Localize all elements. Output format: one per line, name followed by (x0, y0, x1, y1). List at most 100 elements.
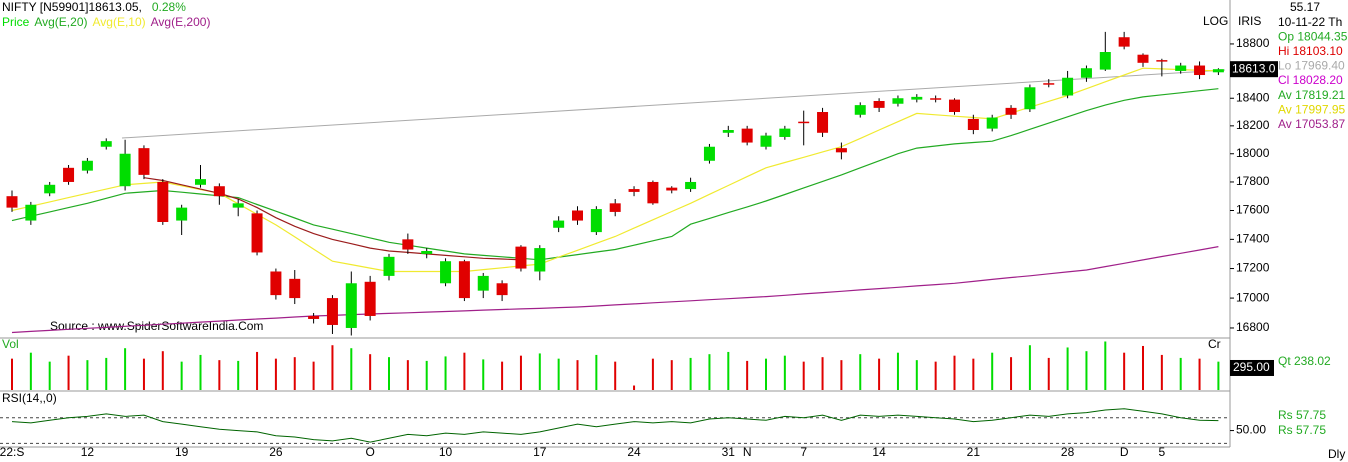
volume-bar (142, 358, 145, 390)
volume-bar (1160, 354, 1163, 390)
volume-bar (670, 360, 673, 390)
candle-body (911, 96, 923, 100)
candle-body (1043, 83, 1055, 85)
volume-bar (501, 361, 504, 390)
volume-bar (1066, 347, 1069, 390)
candle-body (496, 283, 508, 296)
candle-body (609, 203, 621, 212)
ma-line (143, 177, 522, 261)
candle-body (458, 261, 470, 299)
candle-body (1175, 65, 1187, 71)
candle-body (835, 148, 847, 153)
info-text: 10-11-22 Th (1278, 15, 1342, 29)
volume-bar (1123, 352, 1126, 390)
candle-body (534, 248, 546, 272)
volume-bar (991, 352, 994, 390)
volume-bar (482, 359, 485, 390)
candle-body (1212, 69, 1224, 73)
x-tick-label: 10 (439, 445, 453, 459)
candle-body (647, 181, 659, 204)
trendline (121, 69, 1226, 139)
volume-bar (1028, 345, 1031, 390)
x-tick-label: 12 (81, 445, 95, 459)
info-text: Hi 18103.10 (1278, 44, 1343, 58)
legend-entry: Avg(E,200) (151, 15, 211, 29)
info-text: Op 18044.35 (1278, 29, 1348, 43)
rsi-info: Rs 57.75 (1278, 423, 1326, 437)
candle-body (63, 167, 75, 182)
chart-title: NIFTY [N59901]18613.05, (2, 0, 142, 14)
volume-bar (576, 360, 579, 390)
volume-bar (218, 360, 221, 390)
candle-body (798, 121, 810, 124)
candle-body (1099, 52, 1111, 70)
x-tick-label: 19 (175, 445, 189, 459)
candle-body (157, 181, 169, 222)
candle-body (1137, 54, 1149, 63)
volume-bar (312, 361, 315, 390)
price-tag (1230, 61, 1278, 78)
volume-bar (896, 352, 899, 390)
volume-bar (199, 354, 202, 390)
x-tick-label: O (365, 445, 374, 459)
candle-body (722, 130, 734, 133)
volume-bar (821, 357, 824, 390)
y-tick-label: 17200 (1236, 261, 1270, 275)
x-tick-label: 5 (1159, 445, 1166, 459)
candle-body (364, 281, 376, 316)
volume-bar (256, 351, 259, 390)
candle-body (421, 250, 433, 254)
volume-bar (425, 360, 428, 390)
candle-body (1118, 37, 1130, 47)
volume-bar (444, 356, 447, 390)
volume-bar (878, 358, 881, 390)
candle-body (685, 181, 697, 190)
volume-bar (1217, 361, 1220, 390)
info-text: Av 17997.95 (1278, 102, 1345, 116)
candle-body (817, 112, 829, 133)
volume-bar (1085, 351, 1088, 390)
candle-body (176, 207, 188, 221)
y-tick-label: 17400 (1236, 232, 1270, 246)
candle-body (232, 203, 244, 208)
volume-bar (237, 360, 240, 390)
volume-bar (331, 345, 334, 390)
y-tick-label: 18400 (1236, 90, 1270, 104)
volume-bar (124, 348, 127, 390)
volume-bar (595, 354, 598, 390)
candle-body (1194, 65, 1206, 76)
info-text: Cl 18028.20 (1278, 73, 1343, 87)
candle-body (25, 204, 37, 221)
price-tag-label: 18613.0 (1232, 61, 1276, 75)
candle-body (553, 220, 565, 228)
volume-bar (180, 361, 183, 390)
y-tick-label: 16800 (1236, 320, 1270, 334)
volume-bar (538, 353, 541, 390)
candle-body (741, 128, 753, 143)
y-tick-label: 18000 (1236, 146, 1270, 160)
volume-bar (727, 351, 730, 390)
ma-line (11, 246, 1219, 334)
volume-bar (29, 352, 32, 390)
volume-bar (633, 385, 636, 390)
candle-body (572, 210, 583, 221)
x-tick-label: N (743, 445, 752, 459)
candle-body (289, 278, 301, 299)
x-tick-label: 14 (872, 445, 886, 459)
candle-body (270, 271, 282, 296)
candle-body (1062, 77, 1074, 96)
candle-body (628, 189, 640, 192)
y-tick-label: 18800 (1236, 36, 1270, 50)
volume-bar (1104, 341, 1107, 390)
candle-body (308, 315, 320, 319)
volume-bar (350, 348, 353, 390)
volume-bar (746, 360, 749, 390)
info-text: Av 17053.87 (1278, 117, 1345, 131)
legend-entry: Avg(E,20) (34, 15, 87, 29)
volume-bar (519, 355, 522, 390)
candle-body (515, 246, 527, 269)
x-tick-label: 31 (722, 445, 736, 459)
candle-body (873, 100, 885, 108)
candle-body (1024, 87, 1036, 110)
volume-bar (406, 360, 409, 390)
